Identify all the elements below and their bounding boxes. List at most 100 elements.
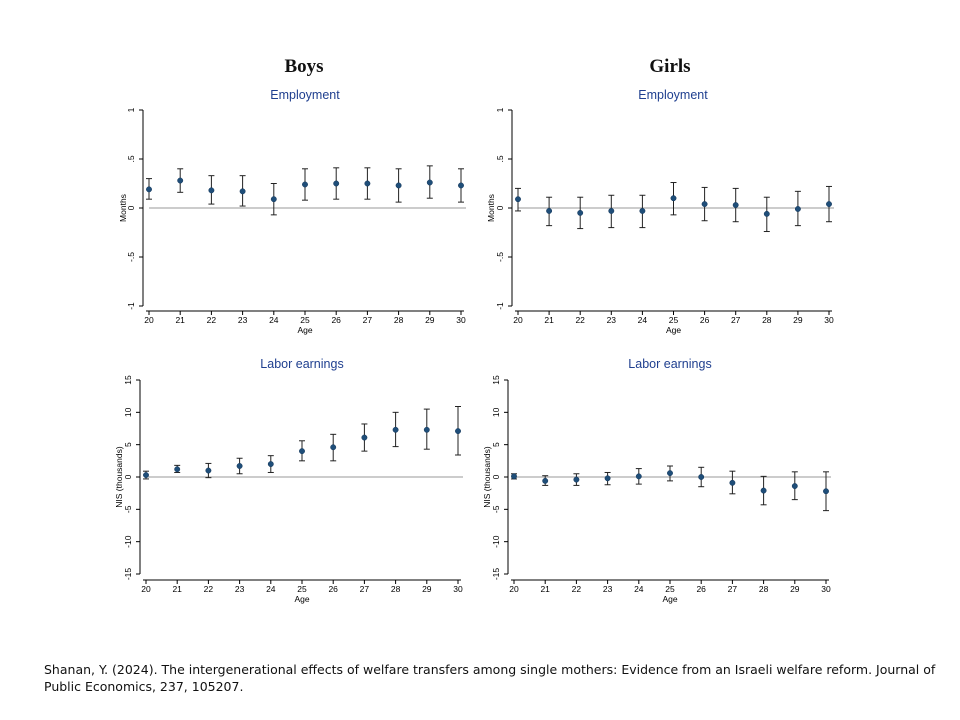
boys-employment-y-label: Months [118,194,128,222]
boys-earnings-title: Labor earnings [260,357,343,371]
girls-earnings-point [635,473,642,480]
boys-employment-x-tick-label: 28 [394,315,404,325]
girls-employment-point [701,201,708,208]
girls-employment-x-tick-label: 27 [731,315,741,325]
boys-employment-y-tick-label: -.5 [126,252,136,262]
girls-earnings-x-tick-label: 22 [572,584,582,594]
boys-employment-title: Employment [270,88,340,102]
boys-earnings-y-tick-label: -15 [123,568,133,581]
girls-earnings-point [823,488,829,495]
girls-employment-x-tick-label: 22 [575,315,585,325]
girls-earnings-x-tick-label: 23 [603,584,613,594]
boys-employment-point [395,182,402,189]
boys-employment-point [239,188,246,195]
boys-earnings-y-tick-label: -10 [123,535,133,548]
girls-employment-x-tick-label: 26 [700,315,710,325]
boys-earnings-point [143,472,149,479]
girls-employment-x-tick-label: 30 [824,315,834,325]
boys-earnings-point [455,428,461,435]
girls-employment-y-tick-label: .5 [495,155,505,162]
boys-earnings-x-tick-label: 26 [328,584,338,594]
boys-employment-y-tick-label: 1 [126,107,136,112]
boys-earnings-x-tick-label: 29 [422,584,432,594]
girls-employment-title: Employment [638,88,708,102]
boys-earnings-point [299,448,305,455]
boys-employment-x-tick-label: 23 [238,315,248,325]
girls-employment-y-tick-label: -1 [495,302,505,310]
boys-earnings-point [174,466,181,473]
girls-employment-point [763,210,770,217]
girls-employment-x-tick-label: 23 [607,315,617,325]
boys-employment-point [177,177,184,184]
boys-employment-point [208,187,215,194]
girls-earnings-x-tick-label: 21 [540,584,550,594]
girls-earnings-point [604,475,611,482]
boys-employment-y-tick-label: 0 [126,205,136,210]
boys-earnings-point [205,467,212,474]
girls-earnings-y-label: NIS (thousands) [482,446,492,508]
girls-earnings-point [511,473,517,480]
boys-earnings-x-label: Age [294,594,309,604]
girls-employment-point [608,207,615,214]
girls-earnings-x-tick-label: 28 [759,584,769,594]
girls-employment-y-tick-label: 1 [495,107,505,112]
girls-earnings-point [729,479,736,486]
girls-employment-x-tick-label: 20 [513,315,523,325]
boys-employment-x-tick-label: 21 [175,315,185,325]
girls-employment-panel: Employment -1 -.5 0 .5 1 Months 20 21 22 23 24 25 26 2… [486,88,834,335]
girls-employment-x-tick-label: 25 [669,315,679,325]
girls-employment-y-label: Months [486,194,496,222]
girls-employment-point [732,202,739,209]
boys-earnings-point [267,461,274,468]
boys-employment-point [426,179,433,186]
girls-earnings-y-tick-label: -10 [491,535,501,548]
girls-employment-point [577,209,584,216]
boys-employment-point [302,181,308,188]
boys-earnings-y-tick-label: 0 [123,474,133,479]
boys-employment-point [458,182,464,189]
boys-earnings-x-tick-label: 25 [297,584,307,594]
girls-earnings-x-tick-label: 20 [509,584,519,594]
girls-earnings-panel: Labor earnings -15 -10 -5 0 5 10 15 NIS (thousan… [482,357,831,604]
girls-earnings-y-tick-label: 0 [491,474,501,479]
girls-earnings-x-tick-label: 26 [696,584,706,594]
boys-earnings-point [392,426,399,433]
boys-earnings-point [236,463,243,469]
boys-employment-point [270,196,277,203]
girls-earnings-point [667,470,673,477]
girls-employment-point [515,196,521,203]
boys-earnings-y-tick-label: 15 [123,375,133,385]
boys-earnings-y-tick-label: 5 [123,442,133,447]
boys-earnings-y-tick-label: -5 [123,505,133,513]
girls-earnings-y-tick-label: 5 [491,442,501,447]
boys-earnings-x-tick-label: 22 [204,584,214,594]
girls-earnings-x-label: Age [662,594,677,604]
girls-earnings-x-tick-label: 24 [634,584,644,594]
girls-earnings-y-tick-label: 10 [491,407,501,417]
girls-employment-y-tick-label: -.5 [495,252,505,262]
boys-employment-point [146,186,152,193]
boys-employment-point [333,180,340,187]
girls-employment-point [670,195,677,202]
boys-earnings-x-tick-label: 21 [172,584,182,594]
girls-employment-point [639,207,646,214]
boys-earnings-x-tick-label: 20 [141,584,151,594]
girls-employment-y-tick-label: 0 [495,205,505,210]
boys-employment-x-tick-label: 26 [331,315,341,325]
boys-earnings-x-tick-label: 24 [266,584,276,594]
boys-earnings-y-tick-label: 10 [123,407,133,417]
girls-earnings-x-tick-label: 29 [790,584,800,594]
boys-column-title: Boys [284,56,324,77]
girls-earnings-y-tick-label: -5 [491,505,501,513]
girls-earnings-point [698,474,705,480]
girls-earnings-x-tick-label: 27 [728,584,738,594]
boys-earnings-point [361,434,368,441]
girls-earnings-x-tick-label: 25 [665,584,675,594]
girls-column-title: Girls [649,56,691,77]
boys-employment-x-tick-label: 25 [300,315,310,325]
girls-employment-point [826,201,832,208]
boys-employment-x-label: Age [297,325,312,335]
girls-employment-x-tick-label: 24 [638,315,648,325]
boys-employment-panel: Employment -1 -.5 0 .5 1 Months 20 21 22 23 24 25 26 2… [118,88,466,335]
boys-employment-x-tick-label: 30 [456,315,466,325]
